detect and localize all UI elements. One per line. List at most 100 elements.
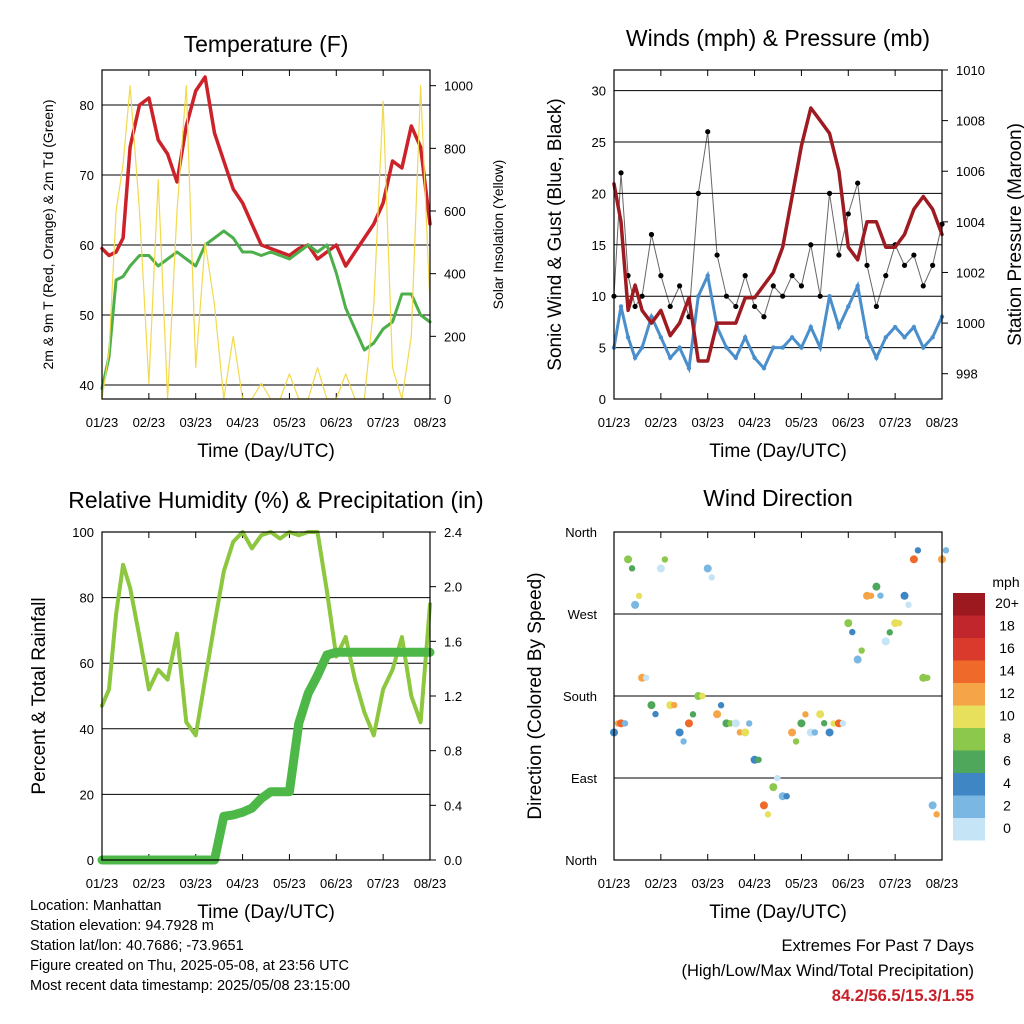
direction-point [731, 719, 740, 728]
legend-label: 12 [999, 685, 1015, 701]
direction-point [844, 619, 853, 628]
created-text: Figure created on Thu, 2025-05-08, at 23… [30, 958, 349, 974]
direction-point [661, 556, 669, 563]
direction-point [881, 637, 890, 646]
pressure-line [612, 106, 944, 363]
y-tick-label: 25 [592, 135, 606, 150]
y-axis-label: Direction (Colored By Speed) [525, 572, 546, 819]
direction-point [830, 720, 837, 727]
y2-tick-label: 998 [956, 367, 978, 382]
legend-label: 2 [1003, 798, 1011, 814]
direction-point [853, 655, 862, 664]
legend-label: 6 [1003, 753, 1011, 769]
direction-point [675, 728, 684, 737]
x-tick-label: 06/23 [832, 876, 865, 891]
extremes-title: Extremes For Past 7 Days [781, 937, 974, 955]
y-tick-label: 100 [72, 525, 94, 540]
direction-point [708, 574, 715, 581]
direction-point [933, 811, 940, 818]
y2-tick-label: 1008 [956, 114, 985, 129]
y-tick-label: 20 [80, 787, 94, 802]
y-axis-label: 2m & 9m T (Red, Orange) & 2m Td (Green) [40, 100, 56, 370]
extremes-box: Extremes For Past 7 Days (High/Low/Max W… [681, 934, 974, 1009]
wind-series [612, 270, 944, 374]
x-tick-label: 07/23 [879, 876, 912, 891]
location-text: Location: Manhattan [30, 898, 162, 914]
y-tick-label: 0 [599, 392, 606, 407]
legend-label: 0 [1003, 820, 1011, 836]
y-tick-label: 5 [599, 341, 606, 356]
x-tick-label: 01/23 [86, 415, 119, 430]
y-tick-label: East [571, 771, 597, 786]
legend-label: 10 [999, 708, 1015, 724]
legend-label: 16 [999, 640, 1015, 656]
direction-point [839, 720, 847, 727]
legend-swatch [953, 728, 985, 751]
y2-axis-label: Solar Insolation (Yellow) [490, 160, 506, 310]
legend-swatch [953, 750, 985, 773]
direction-point [764, 811, 772, 818]
x-tick-label: 08/23 [926, 876, 959, 891]
direction-point [820, 720, 828, 727]
direction-point [858, 647, 865, 654]
panel-title: Relative Humidity (%) & Precipitation (i… [68, 487, 483, 513]
x-tick-label: 05/23 [785, 876, 818, 891]
speed-legend: mph 20+ 18 16 14 12 10 8 6 4 2 0 [953, 574, 1020, 841]
direction-point [684, 719, 693, 728]
y2-tick-label: 1010 [956, 63, 985, 78]
y2-tick-label: 1002 [956, 265, 985, 280]
x-tick-label: 01/23 [598, 415, 631, 430]
legend-swatch [953, 615, 985, 638]
x-tick-label: 03/23 [179, 876, 212, 891]
y2-tick-label: 400 [444, 267, 466, 282]
direction-point [703, 564, 712, 573]
panel-title: Temperature (F) [184, 31, 349, 57]
panel-title: Wind Direction [703, 485, 853, 511]
x-tick-label: 02/23 [133, 415, 166, 430]
direction-point [759, 801, 768, 810]
legend-label: 20+ [995, 595, 1019, 611]
y-tick-label: 40 [80, 378, 94, 393]
direction-point [942, 547, 950, 554]
direction-point [652, 710, 659, 718]
direction-point [746, 720, 753, 727]
y2-tick-label: 2.0 [444, 580, 462, 595]
x-tick-label: 06/23 [320, 415, 353, 430]
plot-frame [101, 69, 431, 400]
x-tick-label: 04/23 [226, 415, 259, 430]
direction-point [849, 628, 856, 636]
x-tick-label: 03/23 [691, 415, 724, 430]
plot-frame [613, 69, 943, 400]
direction-point [699, 692, 706, 700]
x-axis-label: Time (Day/UTC) [197, 902, 335, 923]
y-tick-label: 30 [592, 84, 606, 99]
humidity-line [100, 530, 432, 738]
legend-swatch [953, 795, 985, 818]
direction-point [802, 711, 809, 718]
direction-point [792, 738, 800, 745]
y2-tick-label: 1000 [444, 79, 473, 94]
x-tick-label: 05/23 [273, 415, 306, 430]
y2-tick-label: 1006 [956, 164, 985, 179]
direction-point [656, 564, 665, 573]
insolation-line [101, 85, 431, 400]
direction-point [900, 591, 909, 600]
legend-swatch [953, 818, 985, 841]
extremes-subtitle: (High/Low/Max Wind/Total Precipitation) [681, 962, 974, 980]
x-tick-label: 05/23 [273, 876, 306, 891]
direction-point [631, 600, 640, 609]
y-tick-label: 80 [80, 98, 94, 113]
x-tick-label: 08/23 [414, 876, 447, 891]
direction-point [788, 728, 797, 737]
y2-tick-label: 0.4 [444, 798, 462, 813]
y-tick-label: West [568, 607, 598, 622]
y-tick-label: 50 [80, 308, 94, 323]
panel-4: Wind Direction Time (Day/UTC) Direction (C… [525, 485, 958, 923]
direction-point [727, 720, 734, 727]
direction-point [811, 729, 818, 736]
x-tick-label: 01/23 [598, 876, 631, 891]
direction-point [717, 702, 725, 709]
plot-frame [613, 531, 943, 861]
temperature-line [100, 75, 432, 268]
